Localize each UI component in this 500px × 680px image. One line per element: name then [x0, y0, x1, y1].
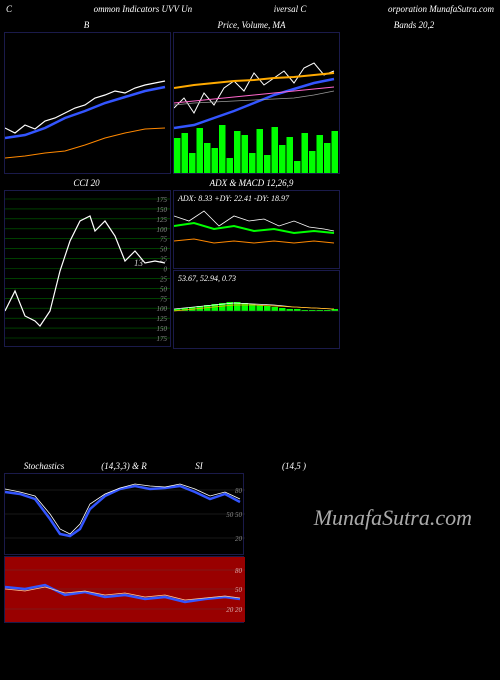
- watermark: MunafaSutra.com: [314, 505, 472, 531]
- svg-text:125: 125: [157, 315, 168, 323]
- cci-panel: 175150125100755025025507510012515017513: [4, 190, 171, 347]
- stoch-title-right: (14,5 ): [234, 459, 354, 473]
- svg-text:175: 175: [157, 335, 168, 343]
- svg-text:20: 20: [235, 535, 243, 543]
- bbands-title: B: [4, 18, 169, 32]
- page-header: C ommon Indicators UVV Un iversal C orpo…: [0, 0, 500, 18]
- svg-text:80: 80: [235, 567, 243, 575]
- svg-text:50: 50: [160, 246, 168, 254]
- header-left: C: [6, 4, 12, 14]
- svg-text:100: 100: [157, 226, 168, 234]
- svg-text:0: 0: [164, 266, 168, 274]
- adx-panel: ADX: 8.33 +DY: 22.41 -DY: 18.97: [173, 190, 340, 269]
- bbands-panel: [4, 32, 171, 174]
- svg-text:125: 125: [157, 216, 168, 224]
- bbands-title-right: Bands 20,2: [334, 18, 494, 32]
- header-mid1: ommon Indicators UVV Un: [94, 4, 193, 14]
- cci-title: CCI 20: [4, 176, 169, 190]
- price-title: Price, Volume, MA: [169, 18, 334, 32]
- rsi-panel: 80 50 20 20: [4, 556, 244, 623]
- svg-text:100: 100: [157, 305, 168, 313]
- header-right: orporation MunafaSutra.com: [388, 4, 494, 14]
- svg-text:13: 13: [134, 258, 144, 268]
- adx-title: ADX & MACD 12,26,9: [169, 176, 334, 190]
- svg-text:50 50: 50 50: [226, 511, 242, 519]
- svg-text:ADX: 8.33 +DY: 22.41 -DY: 18.9: ADX: 8.33 +DY: 22.41 -DY: 18.97: [177, 194, 290, 203]
- price-panel: [173, 32, 340, 174]
- svg-text:75: 75: [160, 236, 168, 244]
- stoch-title-si: SI: [164, 459, 234, 473]
- svg-text:80: 80: [235, 487, 243, 495]
- svg-text:75: 75: [160, 295, 168, 303]
- stoch-title-mid: (14,3,3) & R: [84, 459, 164, 473]
- svg-text:150: 150: [157, 325, 168, 333]
- svg-text:150: 150: [157, 206, 168, 214]
- svg-text:25: 25: [160, 275, 168, 283]
- macd-panel: 53.67, 52.94, 0.73: [173, 270, 340, 349]
- svg-text:175: 175: [157, 196, 168, 204]
- svg-text:50: 50: [160, 285, 168, 293]
- svg-text:20 20: 20 20: [226, 606, 242, 614]
- svg-text:50: 50: [235, 586, 243, 594]
- header-mid2: iversal C: [274, 4, 307, 14]
- svg-text:53.67, 52.94, 0.73: 53.67, 52.94, 0.73: [178, 274, 236, 283]
- stoch-panel: 80 50 50 20: [4, 473, 244, 555]
- stoch-title-left: Stochastics: [4, 459, 84, 473]
